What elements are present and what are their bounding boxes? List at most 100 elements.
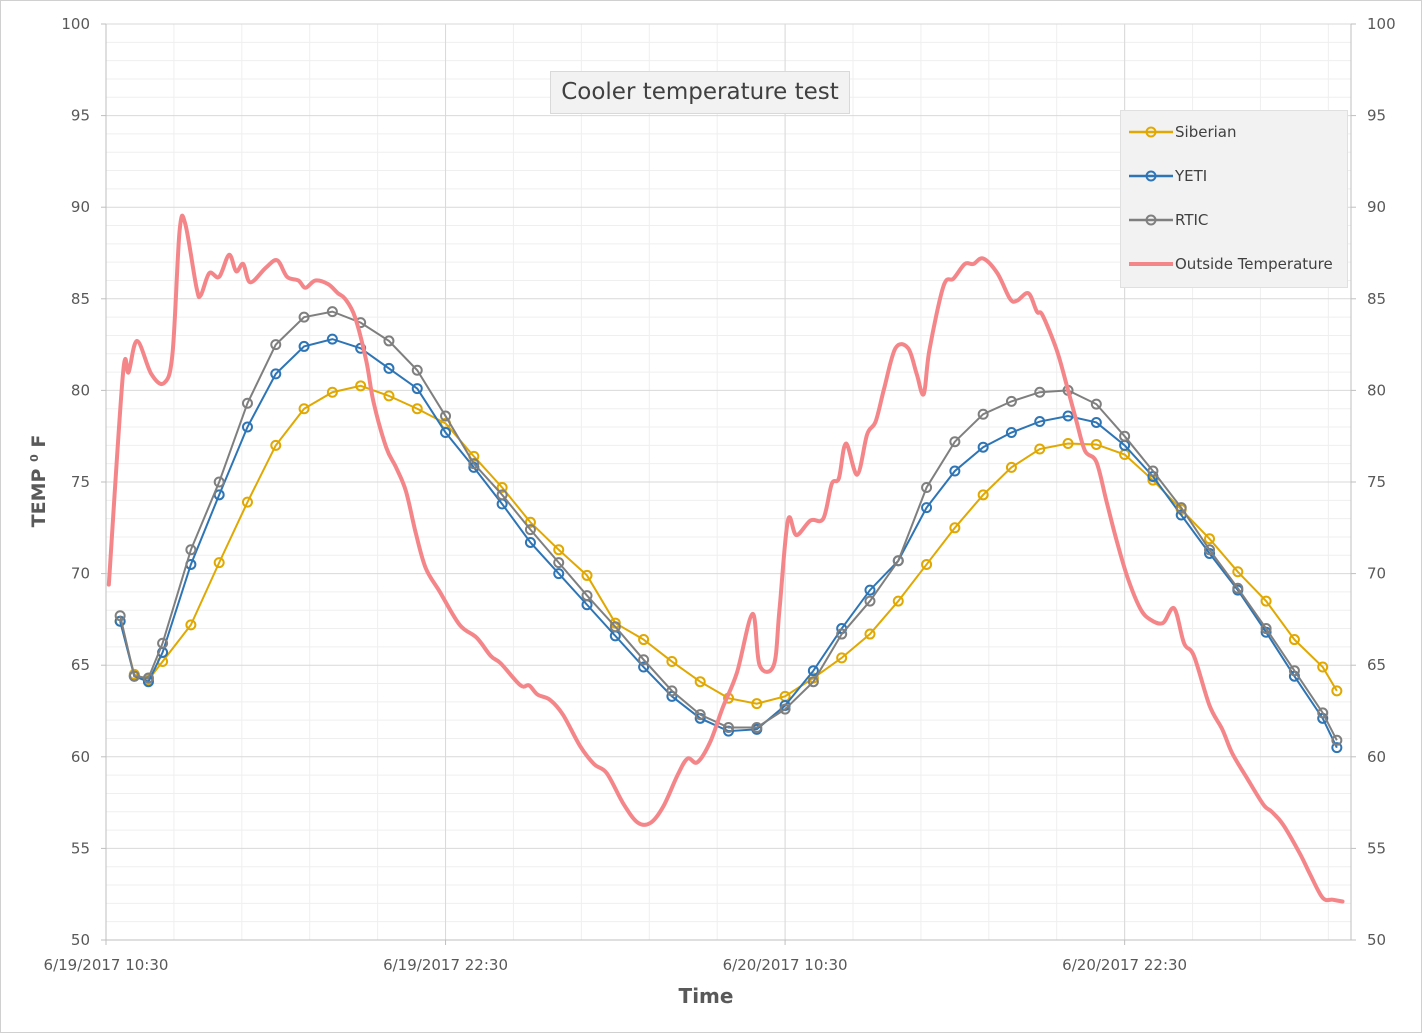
data-point-siberian bbox=[241, 496, 253, 508]
data-point-siberian bbox=[270, 439, 282, 451]
y-axis-title-unit: F bbox=[28, 434, 51, 448]
y-tick-label: 80 bbox=[71, 381, 90, 399]
data-point-siberian bbox=[1062, 438, 1074, 450]
secondary-y-tick-label: 70 bbox=[1367, 565, 1386, 583]
data-point-rtic bbox=[1005, 395, 1017, 407]
data-point-yeti bbox=[241, 421, 253, 433]
data-point-rtic bbox=[270, 339, 282, 351]
y-axis-title: TEMP 0 F bbox=[28, 435, 50, 528]
y-tick-label: 90 bbox=[71, 198, 90, 216]
data-point-siberian bbox=[638, 634, 650, 646]
data-point-rtic bbox=[609, 621, 621, 633]
data-point-yeti bbox=[524, 536, 536, 548]
secondary-y-tick-label: 80 bbox=[1367, 381, 1386, 399]
data-point-yeti bbox=[921, 502, 933, 514]
data-point-siberian bbox=[694, 676, 706, 688]
secondary-y-tick-label: 55 bbox=[1367, 839, 1386, 857]
data-point-siberian bbox=[553, 544, 565, 556]
x-tick-label: 6/19/2017 22:30 bbox=[383, 956, 508, 974]
data-point-rtic bbox=[1204, 544, 1216, 556]
y-tick-label: 55 bbox=[71, 839, 90, 857]
secondary-y-tick-label: 75 bbox=[1367, 473, 1386, 491]
data-point-rtic bbox=[1331, 734, 1343, 746]
data-point-yeti bbox=[326, 333, 338, 345]
data-point-siberian bbox=[496, 481, 508, 493]
data-point-yeti bbox=[1090, 416, 1102, 428]
data-point-rtic bbox=[241, 397, 253, 409]
data-point-rtic bbox=[751, 721, 763, 733]
data-point-rtic bbox=[921, 481, 933, 493]
data-point-siberian bbox=[1288, 634, 1300, 646]
y-tick-label: 85 bbox=[71, 290, 90, 308]
series-line-siberian bbox=[119, 384, 1338, 705]
data-point-rtic bbox=[977, 408, 989, 420]
data-point-rtic bbox=[1119, 430, 1131, 442]
secondary-y-tick-label: 90 bbox=[1367, 198, 1386, 216]
data-point-rtic bbox=[1288, 665, 1300, 677]
data-point-rtic bbox=[694, 709, 706, 721]
legend-marker-outside-icon bbox=[1129, 262, 1173, 266]
data-point-rtic bbox=[213, 476, 225, 488]
legend-item-outside: Outside Temperature bbox=[1129, 254, 1333, 274]
data-point-rtic bbox=[326, 306, 338, 318]
secondary-y-tick-label: 85 bbox=[1367, 290, 1386, 308]
data-point-yeti bbox=[1005, 427, 1017, 439]
data-point-rtic bbox=[836, 628, 848, 640]
data-point-rtic bbox=[142, 672, 154, 684]
data-point-yeti bbox=[440, 427, 452, 439]
data-point-rtic bbox=[411, 364, 423, 376]
data-point-rtic bbox=[496, 489, 508, 501]
data-point-siberian bbox=[213, 557, 225, 569]
data-point-yeti bbox=[807, 665, 819, 677]
data-point-siberian bbox=[666, 656, 678, 668]
legend-label-outside: Outside Temperature bbox=[1175, 255, 1333, 273]
y-tick-label: 60 bbox=[71, 748, 90, 766]
legend-label-rtic: RTIC bbox=[1175, 211, 1209, 229]
secondary-y-tick-label: 95 bbox=[1367, 107, 1386, 125]
series-line-yeti bbox=[119, 338, 1338, 749]
data-point-yeti bbox=[383, 362, 395, 374]
data-point-rtic bbox=[864, 595, 876, 607]
y-tick-label: 75 bbox=[71, 473, 90, 491]
data-point-siberian bbox=[1034, 443, 1046, 455]
legend-item-yeti: YETI bbox=[1129, 166, 1207, 186]
data-point-siberian bbox=[892, 595, 904, 607]
data-point-rtic bbox=[128, 670, 140, 682]
data-point-siberian bbox=[1232, 566, 1244, 578]
series-line-outside-temperature bbox=[106, 213, 1345, 904]
y-tick-label: 65 bbox=[71, 656, 90, 674]
data-point-rtic bbox=[1232, 582, 1244, 594]
y-tick-label: 70 bbox=[71, 565, 90, 583]
data-point-siberian bbox=[411, 403, 423, 415]
data-point-siberian bbox=[1317, 661, 1329, 673]
data-point-siberian bbox=[1090, 438, 1102, 450]
data-point-siberian bbox=[524, 516, 536, 528]
data-point-rtic bbox=[581, 590, 593, 602]
data-point-yeti bbox=[1331, 742, 1343, 754]
legend-label-siberian: Siberian bbox=[1175, 123, 1237, 141]
x-tick-label: 6/20/2017 22:30 bbox=[1062, 956, 1187, 974]
data-point-rtic bbox=[157, 637, 169, 649]
legend-item-rtic: RTIC bbox=[1129, 210, 1208, 230]
data-point-siberian bbox=[1005, 461, 1017, 473]
secondary-y-tick-label: 50 bbox=[1367, 931, 1386, 949]
y-tick-label: 95 bbox=[71, 107, 90, 125]
data-point-yeti bbox=[270, 368, 282, 380]
data-point-siberian bbox=[383, 390, 395, 402]
data-point-rtic bbox=[1175, 502, 1187, 514]
x-axis-title: Time bbox=[678, 984, 734, 1008]
data-point-rtic bbox=[524, 524, 536, 536]
data-point-yeti bbox=[638, 661, 650, 673]
data-point-siberian bbox=[751, 698, 763, 710]
y-axis-title-text: TEMP bbox=[28, 468, 51, 528]
data-point-yeti bbox=[864, 584, 876, 596]
data-point-siberian bbox=[864, 628, 876, 640]
data-point-rtic bbox=[1260, 623, 1272, 635]
data-point-siberian bbox=[185, 619, 197, 631]
data-point-rtic bbox=[383, 335, 395, 347]
data-point-rtic bbox=[1034, 386, 1046, 398]
data-point-yeti bbox=[977, 441, 989, 453]
data-point-siberian bbox=[949, 522, 961, 534]
data-point-siberian bbox=[836, 652, 848, 664]
